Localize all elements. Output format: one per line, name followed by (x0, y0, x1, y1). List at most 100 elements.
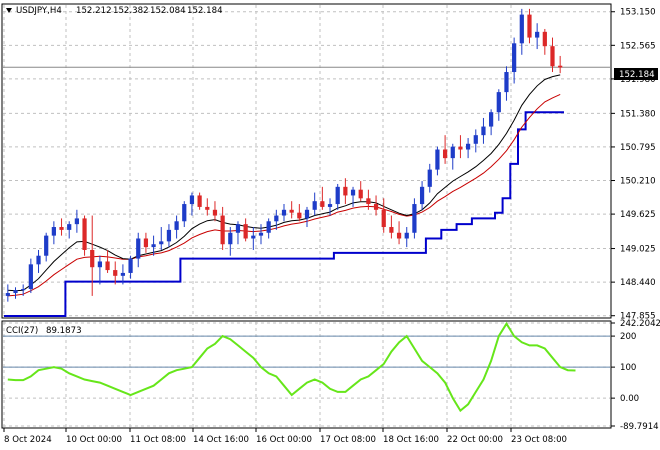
time-axis: 8 Oct 2024 10 Oct 00:00 11 Oct 08:00 14 Oct… (3, 428, 567, 445)
candle (419, 181, 425, 210)
candle-body (113, 270, 118, 276)
candle (396, 221, 402, 245)
candle (113, 261, 118, 285)
candle (320, 186, 325, 210)
candle-body (5, 293, 10, 296)
price-tick-label: 150.210 (620, 177, 656, 187)
candle (435, 146, 440, 176)
candle (327, 198, 333, 216)
candle-body (504, 72, 509, 93)
main-panel-border (1, 3, 612, 319)
candle-body (435, 149, 440, 170)
price-tag-box (614, 68, 658, 80)
candle-body (542, 31, 547, 47)
candle (258, 224, 264, 245)
candle (251, 227, 256, 250)
candle-body (312, 201, 317, 210)
candle-body (205, 206, 210, 210)
indicator-tick-label: 200 (620, 332, 636, 342)
candle-body (466, 143, 471, 150)
candle-body (320, 201, 325, 207)
candle-body (251, 235, 256, 239)
candle-body (228, 232, 233, 245)
candle (74, 209, 79, 233)
candle-body (220, 215, 225, 245)
candle (373, 195, 379, 216)
candle-body (527, 14, 532, 38)
symbol-header: USDJPY,H4 152.212 152.382 152.084 152.18… (6, 6, 223, 16)
candle (67, 221, 72, 239)
candle-body (151, 244, 156, 248)
candle-body (427, 169, 432, 187)
candle-body (519, 14, 524, 44)
candle (136, 232, 141, 268)
candle-body (473, 135, 478, 144)
candle-body (128, 258, 133, 273)
price-tick-label: 147.855 (620, 312, 656, 322)
indicator-tick-label: 100 (620, 363, 636, 373)
candle (473, 129, 478, 153)
candle (442, 135, 448, 164)
time-tick-label: 8 Oct 2024 (4, 435, 52, 445)
candle (105, 249, 110, 273)
current-price-tag: 152.184 (614, 68, 658, 80)
candle-body (396, 232, 402, 239)
candle-body (174, 221, 179, 230)
candle (151, 235, 156, 256)
candle-body (512, 43, 517, 73)
candle-body (373, 204, 379, 210)
candle (128, 255, 133, 279)
candle (450, 143, 455, 170)
candle-body (143, 238, 149, 248)
stop-line-path (4, 111, 564, 317)
candle-body (212, 209, 218, 216)
price-tick-label: 148.440 (620, 278, 656, 288)
candle (174, 215, 179, 239)
high-value: 152.382 (113, 6, 149, 16)
candle-body (21, 289, 26, 291)
candle-body (36, 255, 41, 265)
candle (535, 23, 540, 50)
collapse-triangle-icon[interactable] (6, 8, 12, 13)
candle (120, 264, 126, 285)
indicator-tick-label: 0.00 (620, 394, 639, 404)
indicator-tick-label: 242.2042 (620, 319, 660, 329)
low-value: 152.084 (150, 6, 186, 16)
candle (458, 135, 463, 159)
candle (59, 218, 64, 236)
candlestick-series (5, 8, 563, 302)
candle (389, 215, 394, 239)
candle-body (327, 204, 333, 207)
price-tag-text: 152.184 (619, 70, 655, 80)
candle-body (558, 65, 563, 68)
candle (21, 284, 26, 296)
candle-body (97, 261, 102, 268)
candle-body (343, 186, 348, 196)
candle-body (489, 112, 494, 127)
candle (274, 209, 279, 230)
candle-body (350, 189, 356, 196)
candle-body (13, 290, 18, 294)
candle-body (59, 227, 64, 230)
candle-body (189, 195, 195, 205)
indicator-panel-border (1, 320, 612, 429)
candle-body (535, 31, 540, 38)
candle (13, 287, 18, 299)
indicator-name: CCI(27) (6, 326, 38, 336)
main-grid (3, 5, 610, 317)
time-tick-label: 11 Oct 08:00 (130, 435, 186, 445)
candle-body (304, 209, 310, 219)
candle (366, 189, 371, 210)
candle (481, 117, 486, 144)
indicator-axis: 242.2042 200 100 0.00 -89.7914 (611, 319, 660, 432)
candle-body (28, 264, 33, 290)
candle-body (281, 209, 287, 216)
candle (97, 255, 102, 285)
time-tick-label: 23 Oct 08:00 (511, 435, 567, 445)
open-value: 152.212 (76, 6, 112, 16)
indicator-tick-label: -89.7914 (620, 422, 659, 432)
candle-body (182, 204, 187, 222)
candle-body (274, 215, 279, 222)
candle (212, 201, 218, 222)
